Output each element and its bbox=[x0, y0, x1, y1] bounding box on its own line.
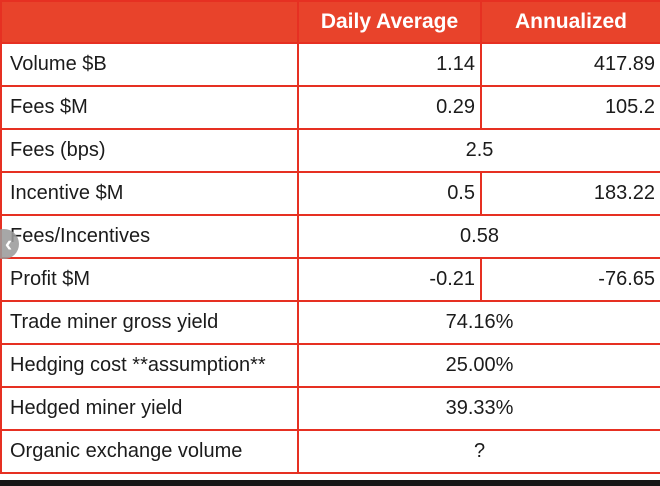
daily-average-cell: 0.5 bbox=[297, 171, 482, 216]
annualized-cell: 183.22 bbox=[480, 171, 660, 216]
merged-value-cell: 39.33% bbox=[297, 386, 660, 431]
chevron-left-icon: ‹ bbox=[4, 231, 13, 256]
daily-average-cell: -0.21 bbox=[297, 257, 482, 302]
header-annualized: Annualized bbox=[480, 0, 660, 44]
row-label: Hedged miner yield bbox=[0, 386, 299, 431]
table-row: Profit $M -0.21 -76.65 bbox=[0, 257, 660, 302]
merged-value-cell: 2.5 bbox=[297, 128, 660, 173]
annualized-cell: 417.89 bbox=[480, 42, 660, 87]
merged-value-cell: 74.16% bbox=[297, 300, 660, 345]
annualized-cell: 105.2 bbox=[480, 85, 660, 130]
row-label: Incentive $M bbox=[0, 171, 299, 216]
table-row: Hedged miner yield 39.33% bbox=[0, 386, 660, 431]
metrics-table: Daily Average Annualized Volume $B 1.14 … bbox=[0, 0, 660, 474]
header-row: Daily Average Annualized bbox=[0, 0, 660, 44]
row-label: Fees $M bbox=[0, 85, 299, 130]
row-label: Hedging cost **assumption** bbox=[0, 343, 299, 388]
table-row: Fees (bps) 2.5 bbox=[0, 128, 660, 173]
merged-value-cell: 25.00% bbox=[297, 343, 660, 388]
row-label: Fees/Incentives bbox=[0, 214, 299, 259]
header-daily-average: Daily Average bbox=[297, 0, 482, 44]
daily-average-cell: 1.14 bbox=[297, 42, 482, 87]
row-label: Volume $B bbox=[0, 42, 299, 87]
table-row: Volume $B 1.14 417.89 bbox=[0, 42, 660, 87]
table-row: Incentive $M 0.5 183.22 bbox=[0, 171, 660, 216]
table-row: Hedging cost **assumption** 25.00% bbox=[0, 343, 660, 388]
table-row: Trade miner gross yield 74.16% bbox=[0, 300, 660, 345]
table-row: Fees/Incentives 0.58 bbox=[0, 214, 660, 259]
merged-value-cell: 0.58 bbox=[297, 214, 660, 259]
row-label: Fees (bps) bbox=[0, 128, 299, 173]
row-label: Organic exchange volume bbox=[0, 429, 299, 474]
row-label: Profit $M bbox=[0, 257, 299, 302]
daily-average-cell: 0.29 bbox=[297, 85, 482, 130]
header-empty-cell bbox=[0, 0, 299, 44]
bottom-bar bbox=[0, 480, 660, 486]
merged-value-cell: ? bbox=[297, 429, 660, 474]
annualized-cell: -76.65 bbox=[480, 257, 660, 302]
row-label: Trade miner gross yield bbox=[0, 300, 299, 345]
table-row: Fees $M 0.29 105.2 bbox=[0, 85, 660, 130]
back-button[interactable]: ‹ bbox=[0, 229, 19, 259]
table-row: Organic exchange volume ? bbox=[0, 429, 660, 474]
